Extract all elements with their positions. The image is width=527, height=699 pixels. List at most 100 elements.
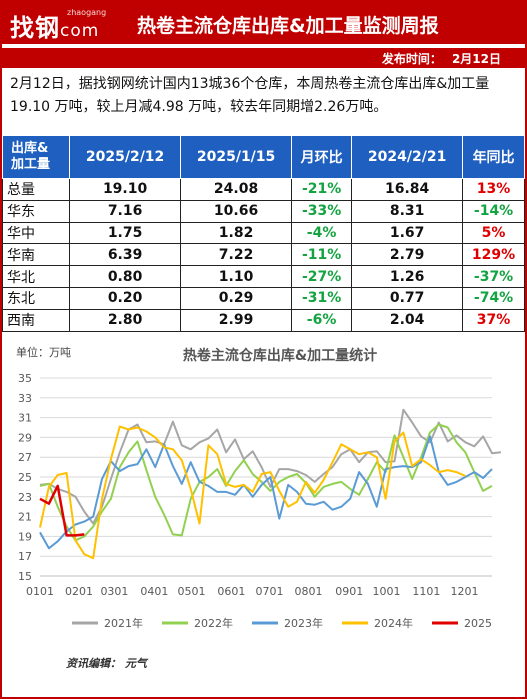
y-tick-label: 31 [18,412,32,425]
y-tick-label: 35 [18,372,32,385]
table-row: 华北 0.80 1.10 -27% 1.26 -37% [1,265,525,288]
y-tick-label: 25 [18,471,32,484]
table-row: 西南 2.80 2.99 -6% 2.04 37% [1,308,525,332]
table-row: 总量 19.10 24.08 -21% 16.84 13% [1,178,525,201]
cell-mom: -31% [291,286,353,310]
cell-current: 7.16 [69,199,182,223]
cell-current: 6.39 [69,243,182,267]
publish-info: 发布时间： 2月12日 [382,50,501,67]
publish-label: 发布时间： [381,52,442,66]
header-yoy: 年同比 [462,135,525,179]
cell-current: 2.80 [69,308,182,332]
cell-yoy: 5% [462,221,525,245]
legend-label: 2023年 [284,616,323,630]
report-header: 找钢com zhaogang 热卷主流仓库出库&加工量监测周报 [2,2,525,44]
brand-logo: 找钢com [10,8,99,43]
line-chart: 15 17 19 21 23 25 27 29 31 33 35 0101 0201 0301 0401 05… [18,372,502,630]
table-row: 华东 7.16 10.66 -33% 8.31 -14% [1,199,525,223]
y-tick-label: 33 [18,392,32,405]
row-region: 华东 [1,199,71,223]
cell-yoy: 37% [462,308,525,332]
x-tick-label: 0301 [100,585,128,598]
cell-last-year: 2.79 [351,243,464,267]
cell-yoy: 13% [462,178,525,201]
cell-yoy: 129% [462,243,525,267]
report-title: 热卷主流仓库出库&加工量监测周报 [137,15,439,37]
editor-credit: 资讯编辑： 元气 [66,657,147,670]
row-region: 华中 [1,221,71,245]
cell-yoy: -37% [462,265,525,288]
cell-last-month: 24.08 [180,178,293,201]
cell-current: 0.80 [69,265,182,288]
series-line [39,408,502,525]
cell-last-month: 2.99 [180,308,293,332]
cell-yoy: -74% [462,286,525,310]
cell-last-year: 0.77 [351,286,464,310]
cell-current: 0.20 [69,286,182,310]
warehouse-table: 出库& 加工量 2025/2/12 2025/1/15 月环比 2024/2/21… [1,135,525,332]
legend-label: 2021年 [104,616,143,630]
cell-last-month: 7.22 [180,243,293,267]
chart-title: 热卷主流仓库出库&加工量统计 [182,348,378,364]
y-tick-label: 19 [18,530,32,543]
header-region-line1: 出库& [11,141,49,156]
y-tick-label: 17 [18,550,32,563]
x-tick-label: 1201 [451,585,479,598]
cell-mom: -11% [291,243,353,267]
series-line [39,484,85,537]
x-tick-label: 1101 [412,585,440,598]
legend-label: 2022年 [194,616,233,630]
publish-bar: 发布时间： 2月12日 [2,48,525,68]
cell-mom: -21% [291,178,353,201]
header-region-line2: 加工量 [11,157,51,172]
series-line [39,425,466,560]
cell-mom: -33% [291,199,353,223]
table-header-row: 出库& 加工量 2025/2/12 2025/1/15 月环比 2024/2/21… [1,135,525,179]
row-region: 总量 [1,178,71,201]
y-tick-label: 27 [18,451,32,464]
cell-last-year: 1.26 [351,265,464,288]
row-region: 华南 [1,243,71,267]
legend-label: 2025 [464,617,492,630]
cell-mom: -6% [291,308,353,332]
header-current: 2025/2/12 [69,135,182,179]
header-region: 出库& 加工量 [1,135,71,179]
x-tick-label: 1001 [373,585,401,598]
x-tick-label: 0501 [178,585,206,598]
table-row: 东北 0.20 0.29 -31% 0.77 -74% [1,286,525,310]
cell-last-month: 10.66 [180,199,293,223]
header-last-month: 2025/1/15 [180,135,293,179]
series-line [39,435,493,550]
cell-last-year: 16.84 [351,178,464,201]
legend-label: 2024年 [374,616,413,630]
x-tick-label: 0801 [295,585,323,598]
table-row: 华中 1.75 1.82 -4% 1.67 5% [1,221,525,245]
x-tick-label: 0201 [65,585,93,598]
cell-last-year: 2.04 [351,308,464,332]
x-tick-label: 0701 [256,585,284,598]
cell-last-year: 1.67 [351,221,464,245]
y-tick-label: 21 [18,511,32,524]
x-tick-label: 0101 [26,585,54,598]
summary-text: 2月12日，据找钢网统计国内13城36个仓库，本周热卷主流仓库出库&加工量19.… [10,76,490,115]
x-tick-label: 0901 [335,585,363,598]
x-tick-label: 0401 [140,585,168,598]
header-last-year: 2024/2/21 [351,135,464,179]
cell-mom: -27% [291,265,353,288]
cell-last-month: 1.82 [180,221,293,245]
cell-current: 1.75 [69,221,182,245]
logo-suffix: com [60,21,100,41]
row-region: 西南 [1,308,71,332]
series-line [39,423,493,542]
row-region: 华北 [1,265,71,288]
header-mom: 月环比 [291,135,353,179]
cell-last-month: 1.10 [180,265,293,288]
cell-current: 19.10 [69,178,182,201]
y-tick-label: 29 [18,431,32,444]
cell-last-month: 0.29 [180,286,293,310]
table-row: 华南 6.39 7.22 -11% 2.79 129% [1,243,525,267]
logo-text: 找钢 [10,14,60,42]
row-region: 东北 [1,286,71,310]
cell-yoy: -14% [462,199,525,223]
